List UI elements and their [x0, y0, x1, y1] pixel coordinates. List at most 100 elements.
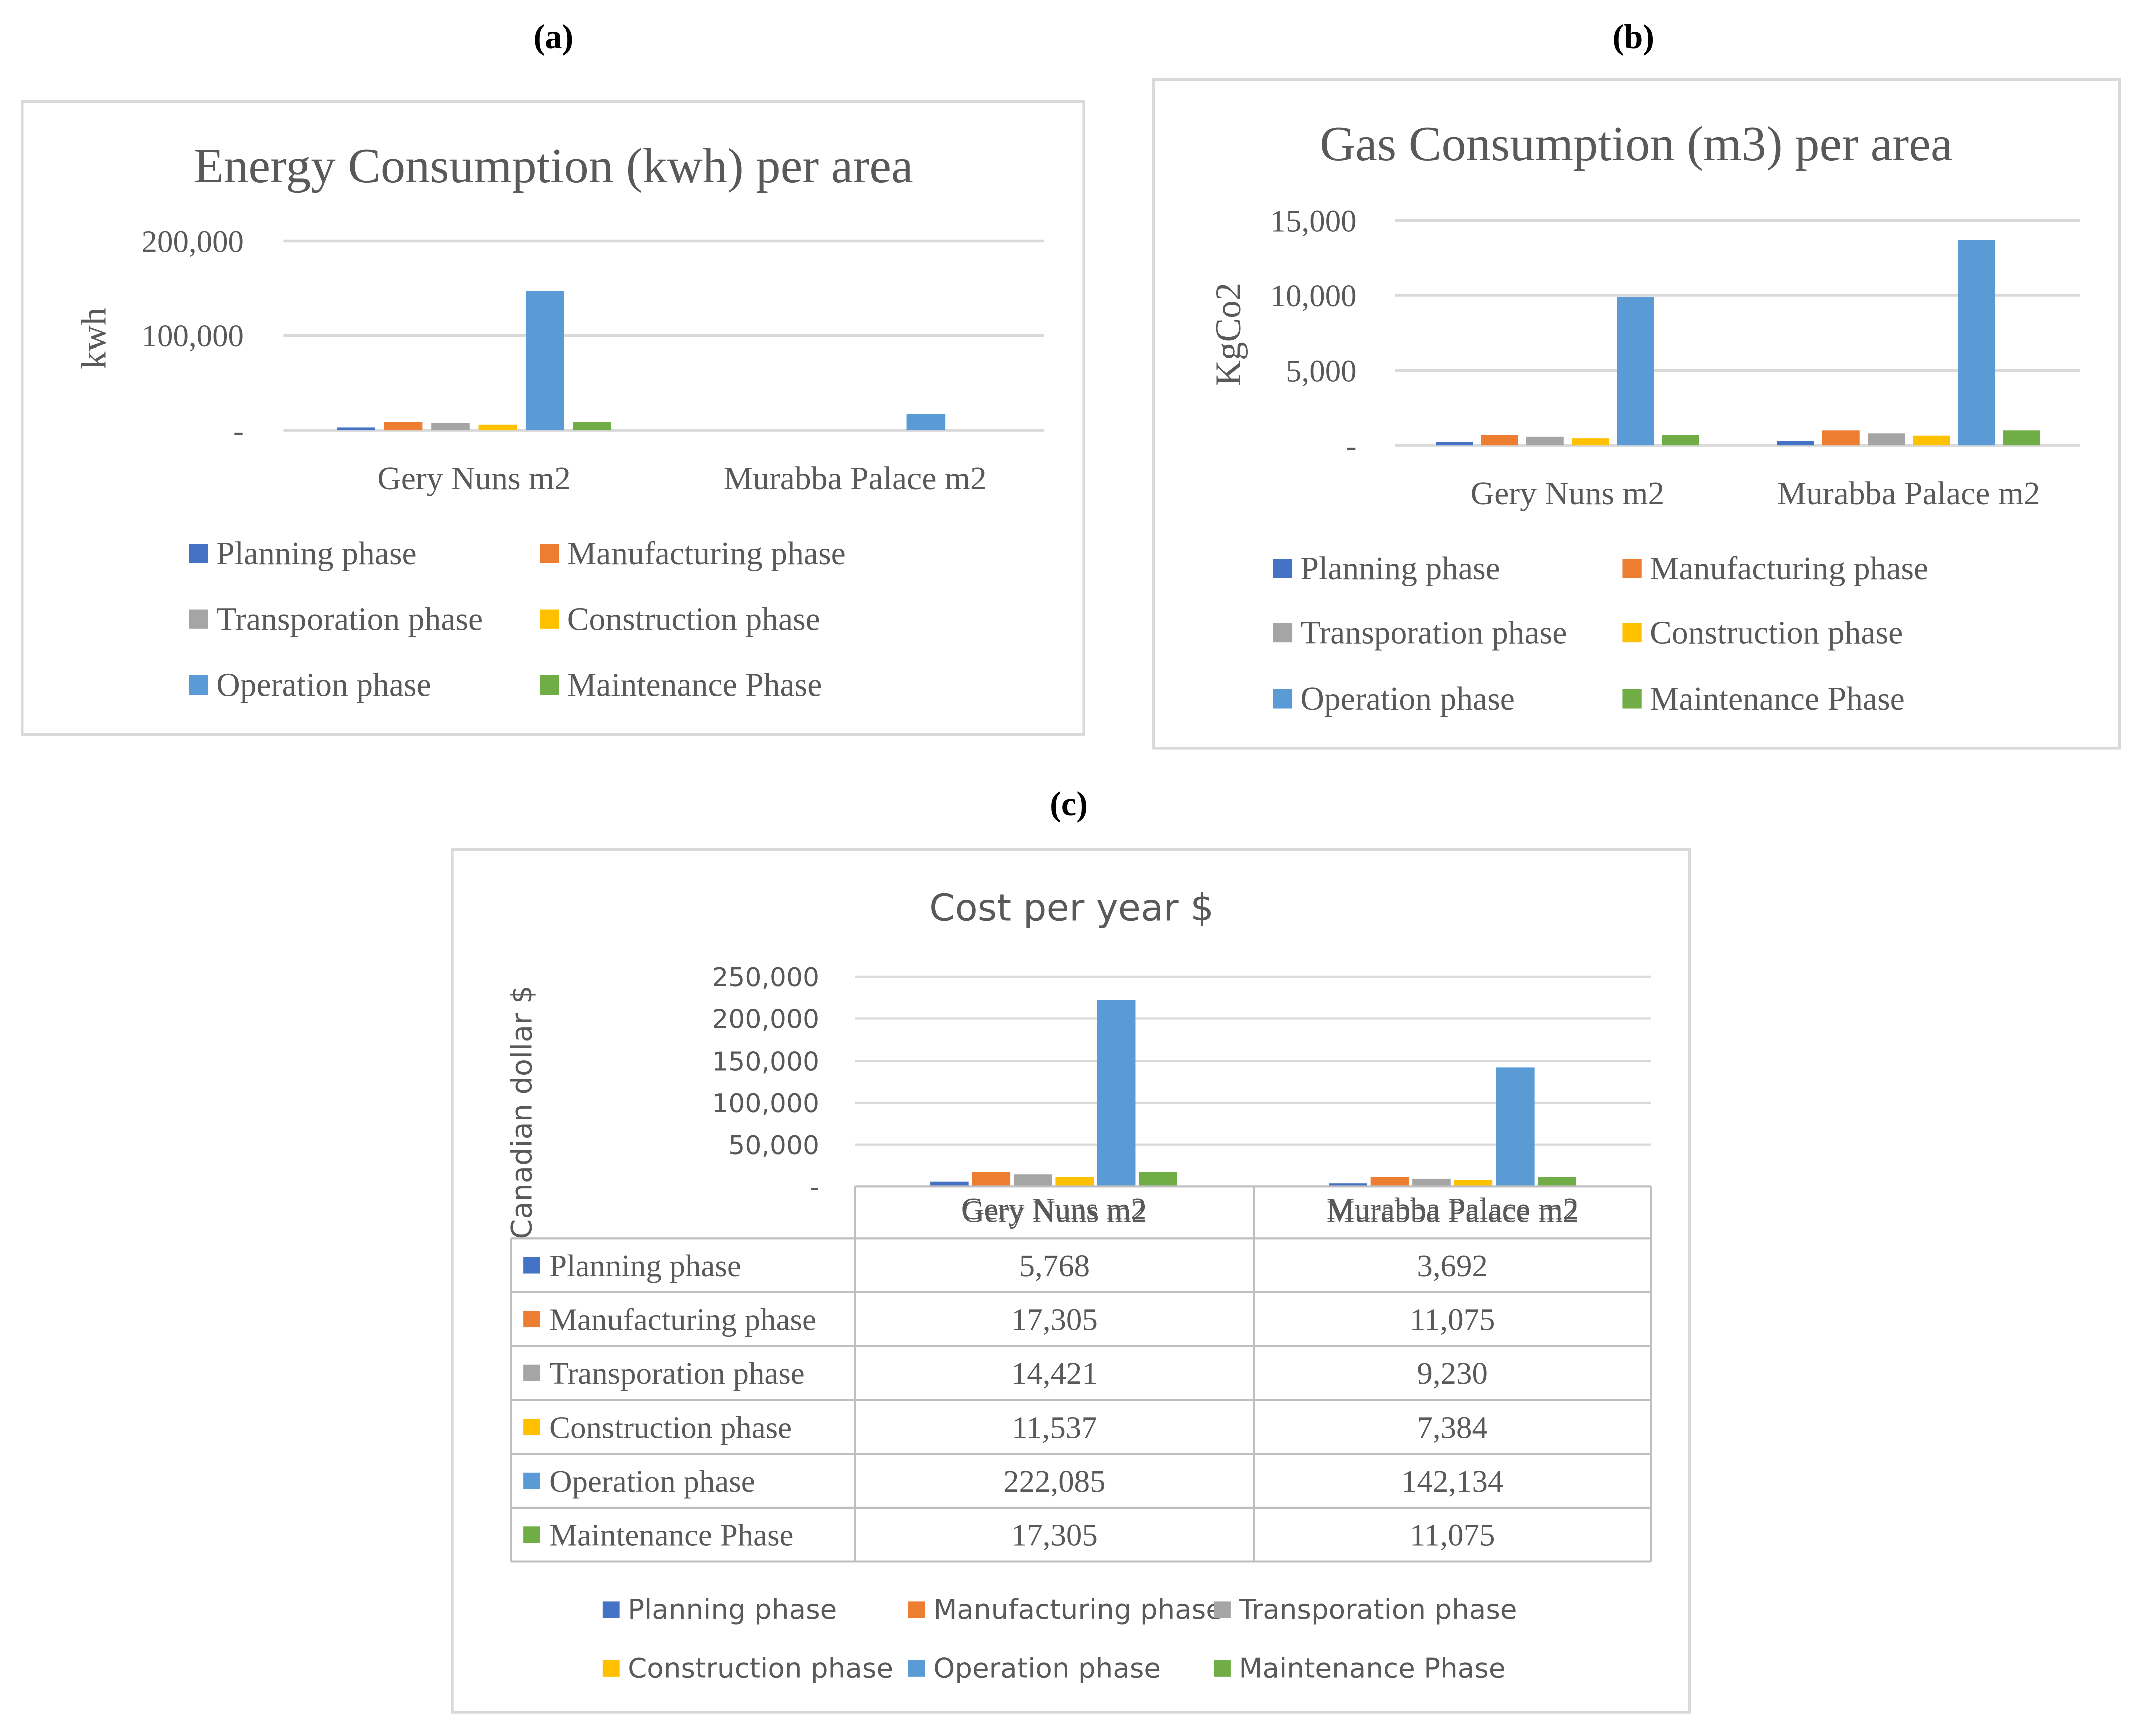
chart-b-legend-swatch [1273, 689, 1293, 709]
chart-c-frame [451, 848, 1691, 1714]
chart-c-legend-label: Operation phase [933, 1652, 1161, 1684]
chart-a-ylabel: kwh [75, 308, 114, 369]
chart-b-ytick-label: - [1346, 428, 1357, 463]
chart-c-bar [972, 1172, 1011, 1187]
chart-b-ylabel: KgCo2 [1209, 283, 1248, 386]
chart-a-ytick-label: - [233, 413, 244, 448]
chart-c-bar [1139, 1172, 1177, 1187]
chart-b-bar [1481, 435, 1518, 446]
chart-c-ytick-label: - [810, 1173, 819, 1203]
panel-label-a: (a) [533, 18, 573, 56]
chart-b-legend-label: Maintenance Phase [1650, 680, 1905, 717]
data-table-row-label: Transporation phase [549, 1356, 805, 1391]
chart-b-legend-label: Manufacturing phase [1650, 550, 1928, 587]
chart-c-bar [1412, 1178, 1451, 1187]
chart-a-title: Energy Consumption (kwh) per area [194, 139, 913, 193]
chart-c-legend-swatch [1214, 1601, 1231, 1618]
data-table-row-label: Manufacturing phase [549, 1302, 816, 1337]
data-table-cell: 11,075 [1410, 1518, 1495, 1553]
chart-b-bar [1913, 435, 1950, 446]
chart-b-category-label: Gery Nuns m2 [1471, 475, 1665, 512]
chart-b-legend-swatch [1273, 559, 1293, 578]
chart-c-bar [1496, 1067, 1535, 1187]
chart-a-legend-label: Construction phase [567, 601, 820, 637]
chart-c-bar [1097, 1000, 1136, 1187]
chart-c-ytick-label: 150,000 [712, 1047, 819, 1077]
chart-b-category-label: Murabba Palace m2 [1777, 475, 2040, 512]
chart-b-title: Gas Consumption (m3) per area [1320, 117, 1953, 171]
chart-c-bar [1370, 1177, 1409, 1187]
chart-a-bar [478, 424, 517, 431]
data-table-header: Gery Nuns m2 [962, 1194, 1147, 1229]
chart-b-bar [1526, 436, 1564, 446]
chart-a-bar [906, 414, 946, 431]
chart-a-bar [431, 423, 470, 431]
chart-b-bar [1662, 435, 1699, 446]
chart-c-bar [930, 1181, 969, 1187]
chart-b-legend-swatch [1273, 623, 1293, 643]
chart-b-bar [2003, 430, 2040, 446]
chart-a-category-label: Murabba Palace m2 [724, 460, 987, 497]
chart-b-legend-label: Planning phase [1300, 550, 1500, 587]
data-table-cell: 3,692 [1417, 1248, 1488, 1283]
data-table-cell: 9,230 [1417, 1356, 1488, 1391]
chart-c-legend-swatch [1214, 1660, 1231, 1677]
chart-a-legend-swatch [189, 609, 208, 629]
chart-c-legend-swatch [908, 1601, 925, 1618]
chart-c-ylabel: Canadian dollar $ [505, 985, 539, 1239]
data-table-cell: 14,421 [1011, 1356, 1098, 1391]
chart-c-ytick-label: 200,000 [712, 1005, 819, 1035]
chart-a-legend-label: Operation phase [216, 667, 431, 704]
chart-c-bar [1013, 1174, 1052, 1187]
data-table-header: Murabba Palace m2 [1327, 1194, 1579, 1229]
chart-b-legend-label: Transporation phase [1300, 615, 1567, 651]
chart-c-legend-label: Construction phase [628, 1652, 893, 1684]
chart-a-legend-swatch [539, 675, 559, 695]
data-table-cell: 222,085 [1003, 1464, 1105, 1499]
chart-a-legend-label: Maintenance Phase [567, 667, 822, 704]
chart-b-bar [1958, 240, 1995, 446]
chart-c-category-label: Murabba Palace m2 [1327, 1191, 1579, 1226]
chart-b-bar [1572, 438, 1609, 446]
chart-c-legend-label: Maintenance Phase [1239, 1652, 1505, 1684]
chart-a-legend-swatch [189, 675, 208, 695]
data-table-row-label: Planning phase [549, 1248, 741, 1283]
data-table-cell: 142,134 [1401, 1464, 1503, 1499]
chart-c-bar [1055, 1177, 1094, 1187]
data-table-row-label: Construction phase [549, 1410, 792, 1445]
data-table-cell: 17,305 [1011, 1302, 1098, 1337]
chart-b-ytick-label: 5,000 [1286, 354, 1357, 389]
chart-c-bar [1538, 1177, 1577, 1187]
data-table-row-swatch [523, 1311, 540, 1328]
panel-label-c: (c) [1050, 785, 1088, 823]
chart-c-ytick-label: 100,000 [712, 1089, 819, 1119]
data-table-row-label: Operation phase [549, 1464, 755, 1499]
chart-a-legend-swatch [539, 544, 559, 563]
chart-b-legend-label: Construction phase [1650, 615, 1903, 651]
chart-a-bar [525, 291, 564, 431]
data-table-row-label: Maintenance Phase [549, 1518, 793, 1553]
chart-b-legend-swatch [1622, 689, 1642, 709]
chart-c-legend-swatch [602, 1601, 620, 1618]
data-table-row-swatch [523, 1257, 540, 1274]
chart-c-bar [1329, 1183, 1367, 1187]
chart-b-ytick-label: 10,000 [1270, 278, 1357, 313]
data-table-cell: 11,075 [1410, 1302, 1495, 1337]
chart-c-title: Cost per year $ [929, 887, 1214, 930]
chart-c-legend-label: Transporation phase [1238, 1593, 1517, 1625]
chart-a-bar [337, 427, 375, 431]
chart-b-bar [1436, 442, 1473, 446]
data-table-row-swatch [523, 1526, 540, 1543]
data-table-row-swatch [523, 1419, 540, 1436]
chart-c-ytick-label: 50,000 [728, 1131, 819, 1161]
chart-c-ytick-label: 250,000 [712, 963, 819, 993]
chart-a-bar [573, 422, 611, 431]
data-table-row-swatch [523, 1364, 540, 1381]
panel-label-b: (b) [1613, 18, 1655, 56]
chart-a-legend-swatch [189, 544, 208, 563]
chart-b-bar [1617, 297, 1654, 446]
data-table-cell: 17,305 [1011, 1518, 1098, 1553]
chart-a-legend-label: Planning phase [216, 535, 416, 572]
data-table-row-swatch [523, 1472, 540, 1489]
